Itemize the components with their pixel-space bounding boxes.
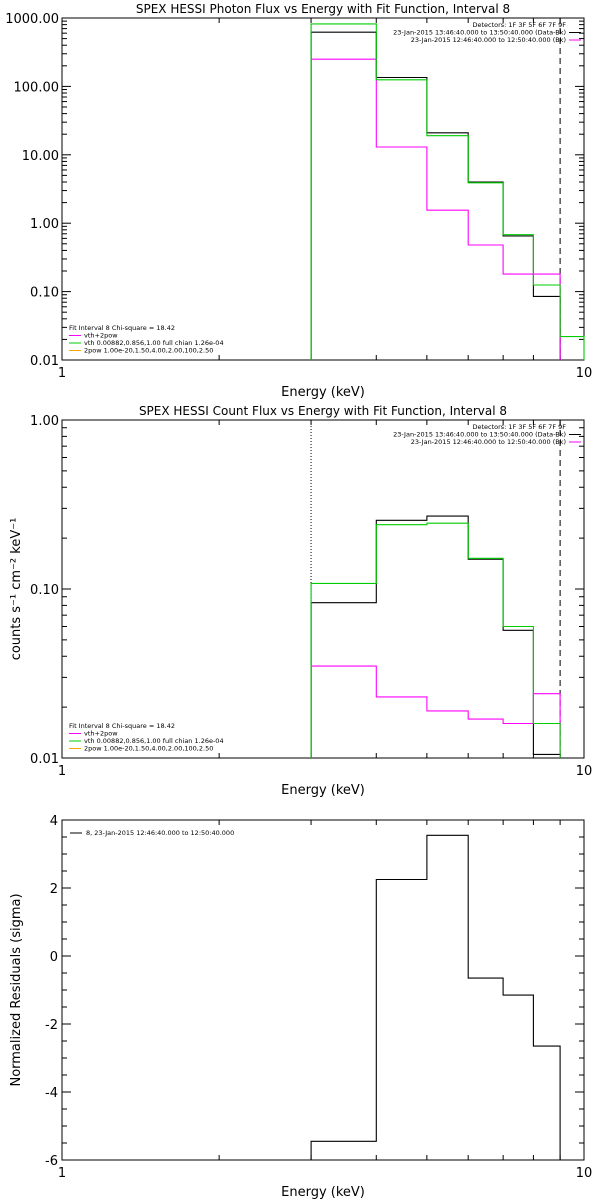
y-tick-label: 0.10 — [30, 286, 59, 301]
fit-legend-entry: vth+2pow — [84, 332, 118, 340]
fit-legend-entry: 2pow 1.00e-20,1.50,4.00,2.00,100,2.50 — [84, 745, 213, 753]
y-tick-label: 4 — [50, 814, 58, 829]
series-line-0 — [310, 515, 561, 758]
info-line: 23-Jan-2015 12:46:40.000 to 12:50:40.000… — [411, 36, 566, 44]
y-tick-label: 0.01 — [30, 752, 59, 767]
series-line-0 — [310, 834, 561, 1160]
plot-frame — [61, 819, 585, 1161]
plot-frame — [61, 17, 585, 361]
fit-legend-entry: vth 0.00882,0.856,1.00 full chian 1.26e-… — [84, 737, 224, 745]
y-tick-label: 10.00 — [22, 149, 59, 164]
legend-entry: 8, 23-Jan-2015 12:46:40.000 to 12:50:40.… — [86, 829, 234, 837]
plot-frame — [61, 419, 585, 759]
y-axis-label: Normalized Residuals (sigma) — [9, 893, 24, 1086]
info-line: Detectors: 1F 3F 5F 6F 7F 9F — [472, 21, 566, 29]
y-tick-label: -2 — [45, 1018, 58, 1033]
y-tick-label: 1.00 — [30, 414, 59, 429]
chart-title: SPEX HESSI Count Flux vs Energy with Fit… — [139, 404, 507, 418]
count-flux-panel: SPEX HESSI Count Flux vs Energy with Fit… — [9, 404, 592, 798]
y-tick-label: 0.10 — [30, 583, 59, 598]
y-tick-label: -6 — [45, 1154, 58, 1169]
fit-legend-entry: vth+2pow — [84, 730, 118, 738]
residuals-panel: 1 10 Energy (keV) -6 -4 -2 0 2 4 Normalized Resid… — [9, 814, 592, 1200]
fit-legend-entry: 2pow 1.00e-20,1.50,4.00,2.00,100,2.50 — [84, 347, 213, 355]
series-line-2 — [310, 522, 561, 758]
series-line-0 — [310, 31, 561, 360]
x-tick-label: 1 — [58, 1166, 66, 1181]
series-line-1 — [310, 58, 561, 360]
series-line-2 — [310, 23, 585, 360]
y-tick-label: 2 — [50, 882, 58, 897]
info-line: 23-Jan-2015 12:46:40.000 to 12:50:40.000… — [411, 438, 566, 446]
x-axis-label: Energy (keV) — [281, 1185, 365, 1200]
x-tick-label: 10 — [576, 764, 593, 779]
y-tick-label: -4 — [45, 1086, 58, 1101]
fit-summary: Fit Interval 8 Chi-square = 18.42 — [69, 722, 175, 730]
x-axis-label: Energy (keV) — [281, 385, 365, 400]
y-tick-label: 1000.00 — [5, 12, 59, 27]
y-tick-label: 100.00 — [14, 80, 60, 95]
y-axis-label: counts s⁻¹ cm⁻² keV⁻¹ — [9, 518, 24, 661]
info-line: 23-Jan-2015 13:46:40.000 to 13:50:40.000… — [393, 29, 566, 37]
series-line-1 — [310, 665, 561, 758]
fit-legend-entry: vth 0.00882,0.856,1.00 full chian 1.26e-… — [84, 339, 224, 347]
y-tick-label: 0 — [50, 950, 58, 965]
y-tick-label: 1.00 — [30, 217, 59, 232]
info-line: 23-Jan-2015 13:46:40.000 to 13:50:40.000… — [393, 431, 566, 439]
x-tick-label: 10 — [576, 366, 593, 381]
info-line: Detectors: 1F 3F 5F 6F 7F 9F — [472, 423, 566, 431]
chart-title: SPEX HESSI Photon Flux vs Energy with Fi… — [136, 2, 510, 16]
x-tick-label: 10 — [576, 1166, 593, 1181]
photon-flux-panel: SPEX HESSI Photon Flux vs Energy with Fi… — [5, 2, 592, 400]
x-axis-label: Energy (keV) — [281, 783, 365, 798]
fit-summary: Fit Interval 8 Chi-square = 18.42 — [69, 324, 175, 332]
x-tick-label: 1 — [58, 764, 66, 779]
y-tick-label: 0.01 — [30, 354, 59, 369]
x-tick-label: 1 — [58, 366, 66, 381]
